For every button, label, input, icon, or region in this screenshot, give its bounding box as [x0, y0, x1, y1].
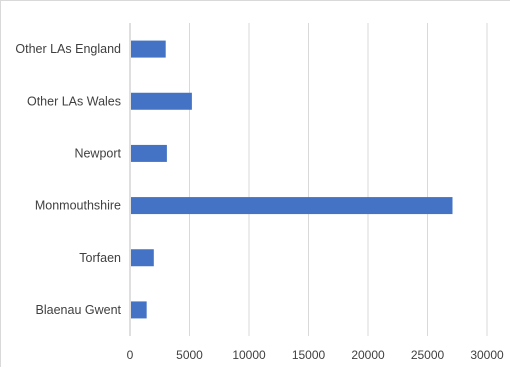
category-labels: Other LAs England Other LAs Wales Newport M… [15, 42, 121, 317]
x-tick-labels: 0 5000 10000 15000 20000 25000 30000 [127, 348, 504, 362]
x-tick-label: 5000 [176, 348, 203, 362]
category-label: Other LAs Wales [27, 94, 121, 108]
bar [131, 144, 167, 162]
category-label: Other LAs England [15, 42, 121, 56]
x-tick-label: 20000 [351, 348, 385, 362]
bar [131, 197, 453, 215]
x-tick-label: 15000 [292, 348, 326, 362]
gridlines [189, 23, 488, 336]
category-label: Blaenau Gwent [36, 303, 122, 317]
category-label: Newport [74, 146, 121, 160]
bar [131, 301, 147, 319]
x-tick-label: 0 [127, 348, 134, 362]
x-tick-label: 10000 [232, 348, 266, 362]
x-tick-label: 25000 [411, 348, 445, 362]
bars [131, 40, 453, 319]
x-tick-label: 30000 [470, 348, 504, 362]
category-label: Monmouthshire [35, 199, 121, 213]
category-label: Torfaen [79, 251, 121, 265]
bar [131, 40, 166, 58]
bar [131, 92, 192, 110]
bar [131, 249, 154, 267]
